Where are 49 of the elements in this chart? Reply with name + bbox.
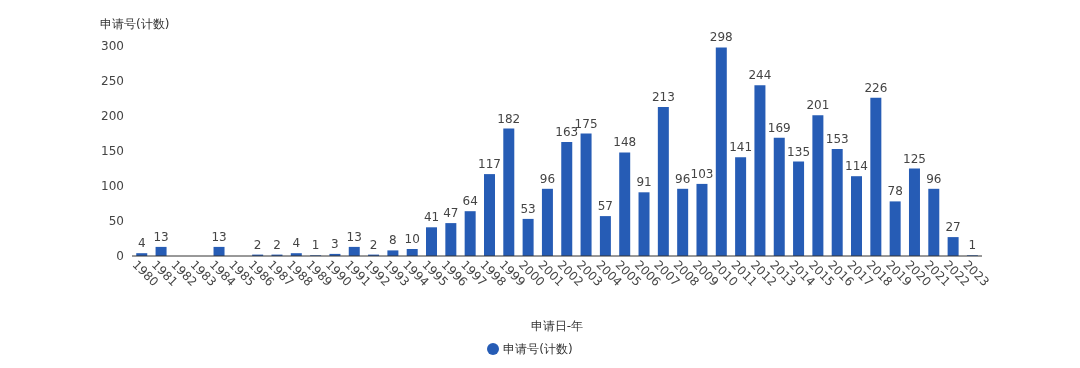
y-tick-label: 200 [101, 109, 124, 124]
data-label: 91 [636, 175, 652, 190]
data-label: 10 [404, 232, 420, 246]
data-label: 2 [253, 237, 262, 252]
data-label: 226 [864, 80, 888, 95]
data-label: 57 [597, 199, 614, 214]
data-label: 4 [292, 236, 301, 251]
data-label: 96 [675, 171, 691, 186]
data-label: 169 [767, 120, 791, 135]
data-label: 103 [690, 166, 714, 181]
data-label: 13 [153, 229, 169, 244]
data-label: 182 [497, 111, 521, 126]
x-axis-title: 申请日-年 [530, 319, 584, 333]
y-tick-label: 50 [108, 214, 124, 229]
data-label: 153 [825, 131, 849, 146]
data-label: 114 [845, 159, 868, 174]
y-tick-label: 250 [101, 74, 124, 89]
data-label: 244 [748, 68, 772, 83]
y-tick-label: 150 [101, 144, 124, 159]
data-label: 1 [311, 238, 320, 253]
data-label: 2 [273, 237, 281, 252]
legend-label: 申请号(计数) [503, 342, 573, 356]
data-label: 201 [806, 98, 830, 113]
data-label: 53 [520, 201, 536, 216]
y-tick-label: 100 [101, 179, 124, 194]
data-label: 135 [787, 144, 811, 159]
data-label: 8 [389, 233, 397, 248]
data-label: 47 [443, 206, 459, 221]
data-label: 148 [613, 135, 637, 150]
data-label: 298 [709, 30, 733, 45]
data-label: 4 [137, 236, 146, 251]
data-label: 96 [539, 171, 556, 186]
data-label: 3 [331, 236, 339, 251]
y-axis-title: 申请号(计数) [100, 16, 170, 33]
data-label: 78 [887, 184, 903, 199]
data-label: 13 [346, 229, 362, 244]
data-label: 64 [462, 194, 478, 209]
y-tick-label: 0 [116, 249, 124, 264]
y-tick-label: 300 [101, 39, 124, 54]
data-label: 125 [903, 151, 926, 166]
data-label: 117 [478, 157, 501, 172]
data-label: 1 [968, 238, 977, 253]
data-label: 2 [369, 237, 378, 252]
data-label: 41 [423, 210, 440, 225]
data-label: 96 [926, 171, 942, 186]
data-label: 27 [945, 220, 961, 235]
data-label: 13 [211, 229, 227, 244]
data-label: 141 [729, 140, 753, 155]
data-label: 213 [651, 89, 675, 104]
